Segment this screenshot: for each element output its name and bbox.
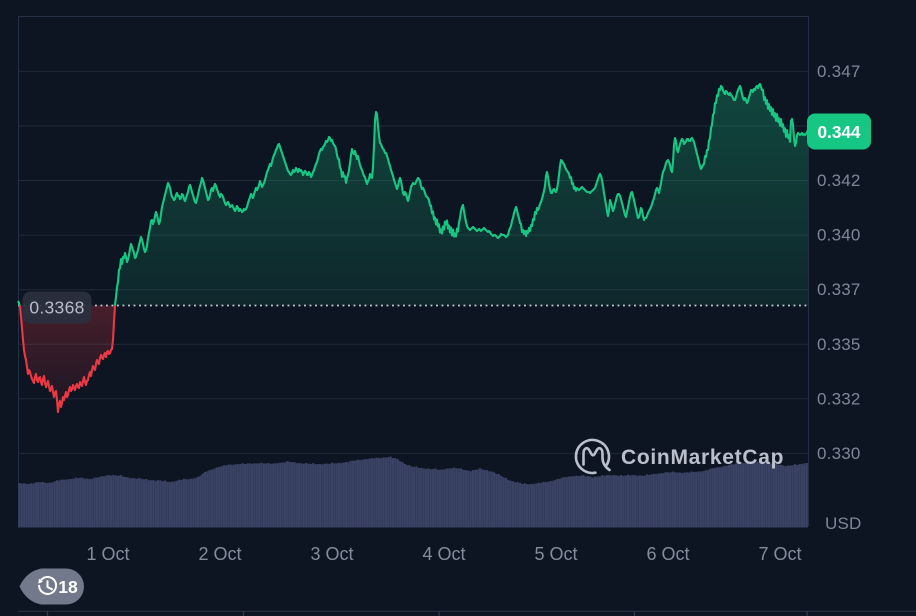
- svg-text:0.337: 0.337: [817, 280, 861, 299]
- svg-text:0.332: 0.332: [817, 389, 861, 408]
- svg-text:0.342: 0.342: [817, 171, 861, 190]
- svg-text:4 Oct: 4 Oct: [422, 544, 465, 564]
- svg-text:3 Oct: 3 Oct: [310, 544, 353, 564]
- svg-text:0.3368: 0.3368: [29, 298, 84, 318]
- svg-text:18: 18: [58, 577, 78, 597]
- svg-text:0.340: 0.340: [817, 226, 861, 245]
- svg-text:CoinMarketCap: CoinMarketCap: [621, 446, 784, 469]
- svg-text:0.335: 0.335: [817, 335, 861, 354]
- svg-text:0.330: 0.330: [817, 444, 861, 463]
- svg-text:0.347: 0.347: [817, 62, 861, 81]
- svg-text:USD: USD: [825, 514, 862, 533]
- svg-text:7 Oct: 7 Oct: [758, 544, 801, 564]
- svg-text:1 Oct: 1 Oct: [86, 544, 129, 564]
- svg-text:6 Oct: 6 Oct: [646, 544, 689, 564]
- svg-text:2 Oct: 2 Oct: [198, 544, 241, 564]
- svg-text:5 Oct: 5 Oct: [534, 544, 577, 564]
- svg-text:0.344: 0.344: [817, 122, 860, 142]
